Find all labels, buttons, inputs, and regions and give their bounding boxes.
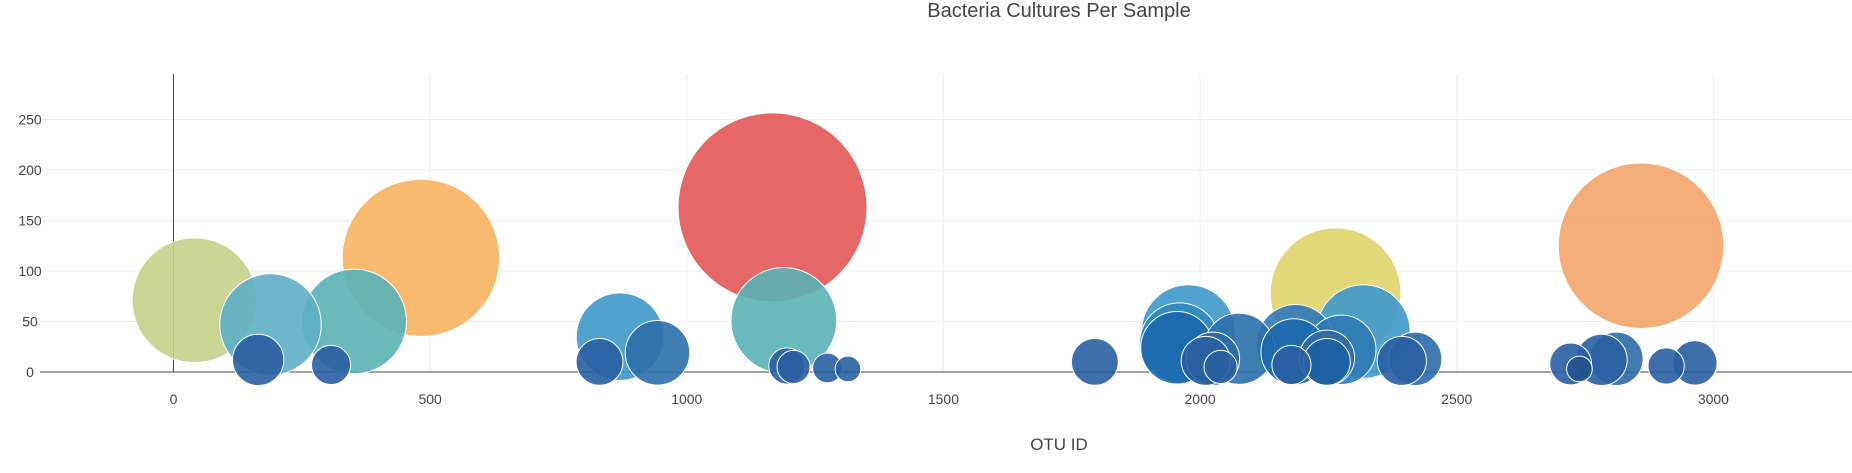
bubble-point[interactable] (1557, 162, 1725, 329)
chart-title: Bacteria Cultures Per Sample (927, 0, 1190, 22)
bubble-point[interactable] (232, 333, 285, 387)
x-axis-title: OTU ID (1030, 435, 1088, 454)
bubble-point[interactable] (776, 349, 811, 384)
bubble-point[interactable] (1203, 349, 1238, 384)
bubble-point[interactable] (1376, 335, 1427, 386)
x-tick-labels: 0 500 1000 1500 2000 2500 3000 (170, 391, 1730, 407)
x-tick-label: 1000 (671, 391, 702, 407)
bubble-point[interactable] (1070, 337, 1119, 386)
y-tick-labels: 0 50 100 150 200 250 (18, 111, 42, 380)
y-tick-label: 150 (18, 212, 42, 228)
x-tick-label: 3000 (1698, 391, 1729, 407)
x-tick-label: 2000 (1185, 391, 1216, 407)
bubble-point[interactable] (1647, 347, 1685, 385)
x-tick-label: 500 (418, 391, 442, 407)
bubble-series (131, 112, 1725, 387)
x-tick-label: 1500 (928, 391, 959, 407)
y-tick-label: 200 (18, 162, 42, 178)
bubble-point[interactable] (1271, 344, 1312, 386)
bubble-point[interactable] (310, 344, 352, 386)
bubble-point[interactable] (1566, 355, 1593, 383)
y-tick-label: 0 (26, 364, 34, 380)
y-tick-label: 100 (18, 263, 42, 279)
x-tick-label: 0 (170, 391, 178, 407)
bubble-point[interactable] (834, 355, 862, 383)
x-tick-label: 2500 (1441, 391, 1472, 407)
y-tick-label: 50 (22, 313, 38, 329)
bubble-point[interactable] (624, 320, 691, 386)
bubble-point[interactable] (575, 337, 624, 386)
y-tick-label: 250 (18, 111, 42, 127)
